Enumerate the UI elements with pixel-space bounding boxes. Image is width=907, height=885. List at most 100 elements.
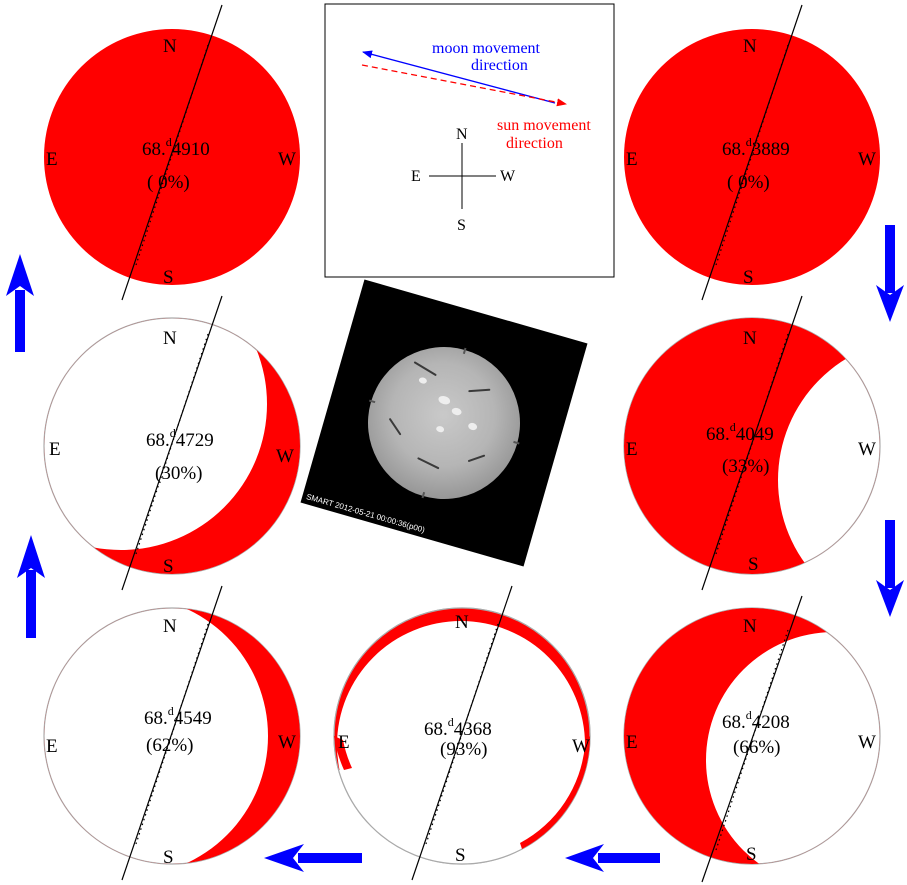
- north-label: N: [743, 36, 757, 57]
- coverage-label: ( 0%): [727, 172, 770, 193]
- moon-direction-label-2: direction: [471, 57, 528, 74]
- filament: [467, 454, 486, 463]
- east-label: E: [626, 149, 638, 170]
- arrow-down-right-lower: [876, 520, 904, 617]
- axis-line-dotted: [135, 333, 209, 555]
- south-label: S: [163, 556, 174, 577]
- north-label: N: [455, 612, 469, 633]
- sun-disk: [44, 29, 300, 285]
- north-label: N: [163, 328, 177, 349]
- time-day: 68.: [706, 424, 730, 445]
- west-label: W: [858, 439, 876, 460]
- panel-top-left: N S E W 68.d4910 ( 0%): [44, 4, 300, 301]
- coverage-label: ( 0%): [147, 172, 190, 193]
- filament: [417, 457, 440, 470]
- west-label: W: [276, 446, 294, 467]
- west-label: W: [858, 149, 876, 170]
- compass-east: E: [411, 168, 421, 185]
- time-label: 68.d4910: [142, 135, 210, 160]
- compass-west: W: [500, 168, 516, 185]
- arrow-shaft: [885, 520, 895, 588]
- time-day-superscript: d: [746, 135, 752, 149]
- axis-line-dotted: [715, 629, 789, 851]
- sun-direction-label-1: sun movement: [497, 117, 591, 134]
- arrow-up-left-upper: [6, 254, 34, 352]
- panel-mid-right: N S E W 68.d4049 (33%): [623, 295, 881, 591]
- eclipsed-disk: [624, 318, 880, 574]
- time-day: 68.: [146, 430, 170, 451]
- time-fraction: 4208: [752, 712, 790, 733]
- plage: [437, 394, 452, 406]
- time-fraction: 4910: [172, 139, 210, 160]
- time-label: 68.d4208: [722, 708, 790, 733]
- legend-frame: [324, 3, 615, 278]
- time-label: 68.d4368: [424, 715, 492, 740]
- arrow-shaft: [598, 853, 660, 863]
- filament: [413, 361, 437, 377]
- time-day: 68.: [142, 139, 166, 160]
- arrow-left-bottom-left: [264, 844, 362, 872]
- axis-line-dotted: [715, 333, 789, 555]
- time-day-superscript: d: [168, 704, 174, 718]
- compass: N S E W: [411, 126, 516, 234]
- panel-bottom-middle: N S E W 68.d4368 (93%): [333, 585, 591, 881]
- south-label: S: [455, 845, 466, 866]
- time-day-superscript: d: [170, 426, 176, 440]
- arrow-shaft: [885, 225, 895, 293]
- axis-line-dotted: [135, 44, 209, 266]
- sequence-arrows: [6, 225, 904, 872]
- arrow-down-right-upper: [876, 225, 904, 322]
- west-label: W: [572, 736, 590, 757]
- east-label: E: [46, 149, 58, 170]
- north-label: N: [743, 616, 757, 637]
- east-label: E: [46, 736, 58, 757]
- time-label: 68.d4049: [706, 420, 774, 445]
- arrow-shaft: [15, 290, 25, 352]
- time-day: 68.: [722, 139, 746, 160]
- arrow-head: [17, 535, 45, 578]
- arrow-head: [876, 285, 904, 322]
- time-day: 68.: [424, 719, 448, 740]
- east-label: E: [626, 732, 638, 753]
- moon-direction-arrow: [362, 50, 556, 104]
- time-day: 68.: [722, 712, 746, 733]
- east-label: E: [49, 439, 61, 460]
- arrow-head: [264, 844, 304, 872]
- axis-line: [121, 4, 223, 301]
- time-fraction: 4549: [174, 708, 212, 729]
- west-label: W: [278, 149, 296, 170]
- south-label: S: [743, 267, 754, 288]
- south-label: S: [163, 847, 174, 868]
- arrow-up-left-lower: [17, 535, 45, 638]
- arrow-head: [6, 254, 34, 296]
- sun-direction-label-2: direction: [506, 135, 563, 152]
- axis-line: [701, 595, 803, 883]
- time-fraction: 4049: [736, 424, 774, 445]
- west-label: W: [858, 732, 876, 753]
- north-label: N: [163, 616, 177, 637]
- coverage-label: (30%): [155, 463, 202, 484]
- south-label: S: [746, 844, 757, 865]
- coverage-label: (93%): [440, 739, 487, 760]
- axis-line: [121, 295, 223, 591]
- south-label: S: [748, 554, 759, 575]
- time-label: 68.d4729: [146, 426, 214, 451]
- compass-north: N: [456, 126, 468, 143]
- direction-legend: moon movement direction sun movement dir…: [324, 3, 615, 278]
- moon-direction-label-1: moon movement: [432, 40, 541, 57]
- axis-line: [411, 585, 513, 881]
- arrow-head: [876, 580, 904, 617]
- arrow-left-bottom-right: [565, 844, 660, 872]
- compass-south: S: [457, 217, 466, 234]
- panel-top-right: N S E W 68.d3889 ( 0%): [624, 4, 880, 301]
- coverage-label: (33%): [722, 456, 769, 477]
- sun-direction-arrow: [361, 64, 567, 107]
- axis-line-dotted: [715, 44, 789, 266]
- sun-disk: [624, 29, 880, 285]
- east-label: E: [338, 732, 350, 753]
- axis-line-dotted: [425, 623, 499, 845]
- axis-line: [701, 295, 803, 591]
- arrow-shaft: [298, 853, 362, 863]
- axis-line: [701, 4, 803, 301]
- solar-disk: [349, 328, 539, 518]
